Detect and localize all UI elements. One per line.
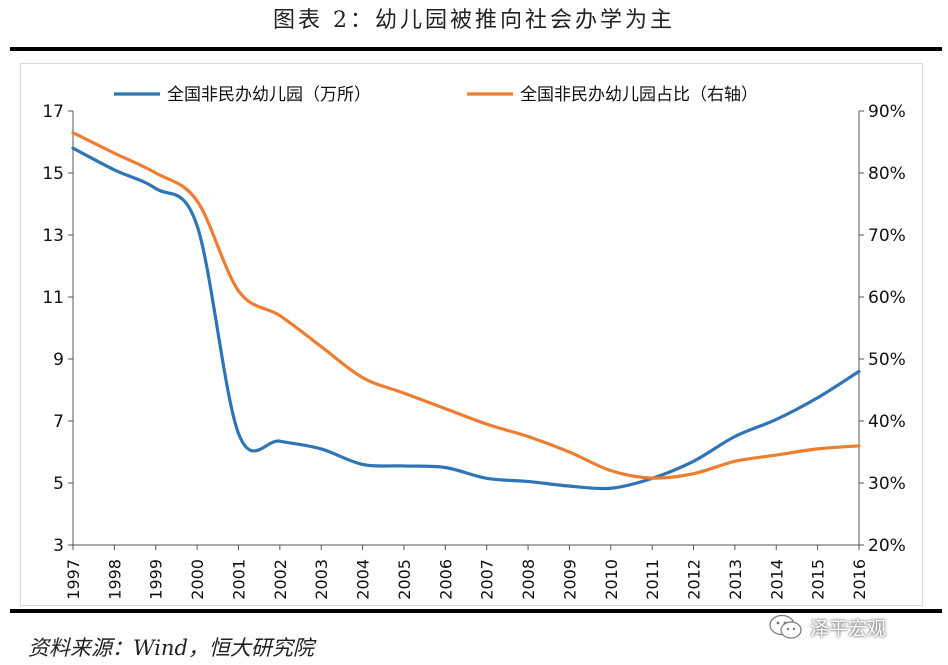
x-tick-label: 2005 [395,559,414,600]
x-tick-label: 1997 [64,559,83,600]
x-tick-label: 1998 [105,559,124,600]
x-tick-label: 2014 [767,559,786,600]
x-tick-label: 2002 [271,559,290,600]
left-tick-label: 17 [42,102,64,122]
right-tick-label: 50% [868,350,906,370]
x-tick-label: 2013 [726,559,745,600]
right-tick-label: 30% [868,474,906,494]
left-tick-label: 11 [42,288,64,308]
left-tick-label: 15 [42,164,64,184]
x-tick-label: 2003 [312,559,331,600]
series-line-2 [71,131,861,480]
right-tick-label: 90% [868,102,906,122]
x-tick-label: 2008 [519,559,538,600]
left-tick-label: 7 [53,412,64,432]
x-tick-label: 1999 [147,559,166,600]
chart-frame: 3 5 7 9 11 13 15 17 20% 30% 40% 50% 60% 70% 80% 90% 1997… [20,63,923,606]
x-tick-label: 2016 [850,559,869,600]
right-tick-label: 40% [868,412,906,432]
x-tick-label: 2011 [643,559,662,600]
watermark-text: 泽平宏观 [810,617,887,640]
x-tick-label: 2007 [478,559,497,600]
x-tick-label: 2010 [602,559,621,600]
series-line-1 [71,146,861,491]
x-tick-label: 2012 [685,559,704,600]
line-chart: 3 5 7 9 11 13 15 17 20% 30% 40% 50% 60% 70% 80% 90% 1997… [42,85,906,600]
figure-title: 图表 2：幼儿园被推向社会办学为主 [273,8,675,33]
x-tick-label: 2001 [229,559,248,600]
right-tick-label: 20% [868,536,906,556]
legend-label-2: 全国非民办幼儿园占比（右轴） [520,85,758,105]
x-tick-label: 2004 [354,559,373,600]
right-tick-label: 60% [868,288,906,308]
x-tick-label: 2009 [560,559,579,600]
source-note: 资料来源：Wind，恒大研究院 [28,636,314,660]
right-tick-label: 80% [868,164,906,184]
right-tick-label: 70% [868,226,906,246]
left-tick-label: 5 [53,474,64,494]
bottom-rule [10,609,942,613]
top-rule [10,47,942,51]
left-tick-label: 13 [42,226,64,246]
wechat-icon [769,614,802,639]
left-tick-label: 3 [53,536,64,556]
watermark: 泽平宏观 [768,612,886,642]
x-tick-label: 2000 [188,559,207,600]
x-tick-label: 2006 [436,559,455,600]
left-tick-label: 9 [53,350,64,370]
x-tick-label: 2015 [809,559,828,600]
legend-label-1: 全国非民办幼儿园（万所） [167,85,371,105]
